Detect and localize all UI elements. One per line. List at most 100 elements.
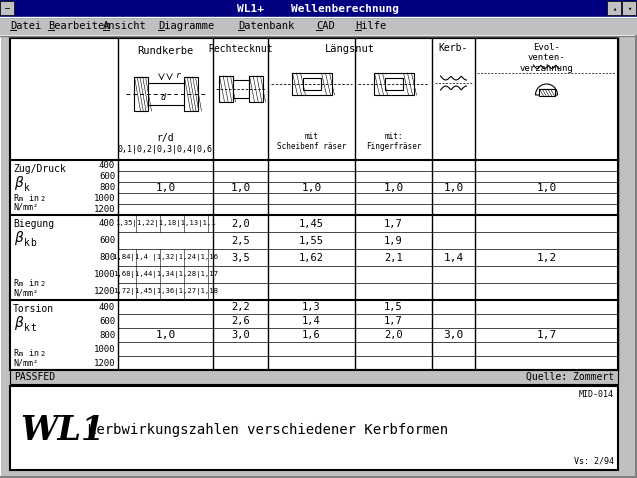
Text: 400: 400	[99, 161, 115, 170]
Text: 1,6: 1,6	[302, 330, 321, 340]
Bar	[385, 78, 403, 90]
Bar	[183, 77, 197, 111]
Text: R: R	[13, 194, 18, 203]
Text: m: m	[19, 196, 23, 202]
Text: 1,0: 1,0	[231, 183, 250, 193]
Bar	[134, 77, 148, 111]
Text: 3,5: 3,5	[231, 252, 250, 262]
Text: 2,0: 2,0	[384, 330, 403, 340]
Text: ▾: ▾	[627, 5, 631, 11]
Text: Torsion: Torsion	[13, 304, 54, 314]
Text: Diagramme: Diagramme	[158, 21, 214, 31]
Text: WL1+    Wellenberechnung: WL1+ Wellenberechnung	[237, 3, 399, 13]
Text: 1,55: 1,55	[299, 236, 324, 246]
Text: 1000: 1000	[94, 345, 115, 354]
Text: 1,0: 1,0	[383, 183, 404, 193]
Text: in: in	[24, 279, 39, 288]
Text: Kerbwirkungszahlen verschiedener Kerbformen: Kerbwirkungszahlen verschiedener Kerbfor…	[88, 423, 448, 437]
Text: in: in	[24, 194, 39, 203]
Text: 1,35|1,22|1,18|1,13|1,1: 1,35|1,22|1,18|1,13|1,1	[115, 220, 216, 227]
Text: 2,6: 2,6	[231, 316, 250, 326]
Bar	[0, 0, 637, 17]
Text: 400: 400	[99, 219, 115, 228]
Text: 800: 800	[99, 183, 115, 192]
Text: Zug/Druck: Zug/Druck	[13, 164, 66, 174]
Text: 1,72|1,45|1,36|1,27|1,18: 1,72|1,45|1,36|1,27|1,18	[113, 288, 218, 295]
Text: MID-014: MID-014	[579, 390, 614, 399]
Text: 1,45: 1,45	[299, 218, 324, 228]
Text: mit:
Fingerfräser: mit: Fingerfräser	[366, 132, 421, 152]
Text: 2: 2	[40, 351, 44, 357]
Text: t: t	[30, 323, 36, 333]
Text: 2: 2	[40, 281, 44, 287]
Text: N/mm²: N/mm²	[13, 358, 38, 367]
Text: 1,62: 1,62	[299, 252, 324, 262]
Text: 1000: 1000	[94, 194, 115, 203]
Text: 2: 2	[40, 196, 44, 202]
Text: β: β	[14, 176, 23, 190]
Text: 600: 600	[99, 316, 115, 326]
Bar	[0, 17, 637, 36]
Bar	[10, 370, 618, 384]
Bar	[10, 386, 618, 470]
Text: b: b	[30, 238, 36, 248]
Text: N/mm²: N/mm²	[13, 203, 38, 212]
Text: 1,0: 1,0	[155, 183, 176, 193]
Text: Längsnut: Längsnut	[325, 44, 375, 54]
Text: 2,2: 2,2	[231, 302, 250, 312]
Text: Vs: 2/94: Vs: 2/94	[574, 457, 614, 466]
Text: 1,68|1,44|1,34|1,28|1,17: 1,68|1,44|1,34|1,28|1,17	[113, 271, 218, 278]
Text: Rechtecknut: Rechtecknut	[208, 44, 273, 54]
Text: CAD: CAD	[316, 21, 335, 31]
Text: 1,4: 1,4	[443, 252, 464, 262]
Text: 1,0: 1,0	[301, 183, 322, 193]
Text: 1,84|1,4 |1,32|1,24|1,16: 1,84|1,4 |1,32|1,24|1,16	[113, 254, 218, 261]
Text: Datei: Datei	[10, 21, 41, 31]
Text: 1,0: 1,0	[443, 183, 464, 193]
Bar	[233, 80, 248, 98]
Text: m: m	[19, 281, 23, 287]
Text: d: d	[161, 93, 166, 101]
Text: r/d: r/d	[157, 133, 175, 143]
Text: 1,9: 1,9	[384, 236, 403, 246]
Text: r: r	[175, 70, 180, 79]
Text: 600: 600	[99, 172, 115, 181]
Bar	[607, 1, 621, 15]
Text: 600: 600	[99, 236, 115, 245]
Text: 3,0: 3,0	[231, 330, 250, 340]
Bar	[0, 1, 14, 15]
Text: mit
Scheibenf räser: mit Scheibenf räser	[277, 132, 346, 152]
Text: m: m	[19, 351, 23, 357]
Text: 1000: 1000	[94, 270, 115, 279]
Text: R: R	[13, 349, 18, 358]
Wedge shape	[536, 84, 557, 95]
Text: 1,0: 1,0	[536, 183, 557, 193]
Text: Datenbank: Datenbank	[238, 21, 294, 31]
Bar	[143, 83, 187, 105]
Text: 800: 800	[99, 330, 115, 339]
Text: k: k	[24, 323, 30, 333]
Bar	[292, 73, 331, 95]
Text: k: k	[24, 238, 30, 248]
Text: 2,0: 2,0	[231, 218, 250, 228]
Text: Quelle: Zommert: Quelle: Zommert	[526, 372, 614, 382]
Text: ▴: ▴	[612, 5, 616, 11]
Text: 0,1|0,2|0,3|0,4|0,6: 0,1|0,2|0,3|0,4|0,6	[118, 145, 213, 154]
Text: 1,7: 1,7	[384, 316, 403, 326]
Bar	[373, 73, 413, 95]
Text: N/mm²: N/mm²	[13, 288, 38, 297]
Text: 2,1: 2,1	[384, 252, 403, 262]
Text: 400: 400	[99, 303, 115, 312]
Text: 1,4: 1,4	[302, 316, 321, 326]
Text: β: β	[14, 316, 23, 330]
Bar	[248, 76, 262, 102]
Text: in: in	[24, 349, 39, 358]
Text: Kerb-: Kerb-	[439, 43, 468, 53]
Text: 1,7: 1,7	[536, 330, 557, 340]
Text: Bearbeiten: Bearbeiten	[48, 21, 110, 31]
Text: ─: ─	[4, 3, 10, 12]
Bar	[622, 1, 636, 15]
Text: Hilfe: Hilfe	[355, 21, 386, 31]
Bar	[10, 38, 618, 370]
Text: 1,0: 1,0	[155, 330, 176, 340]
